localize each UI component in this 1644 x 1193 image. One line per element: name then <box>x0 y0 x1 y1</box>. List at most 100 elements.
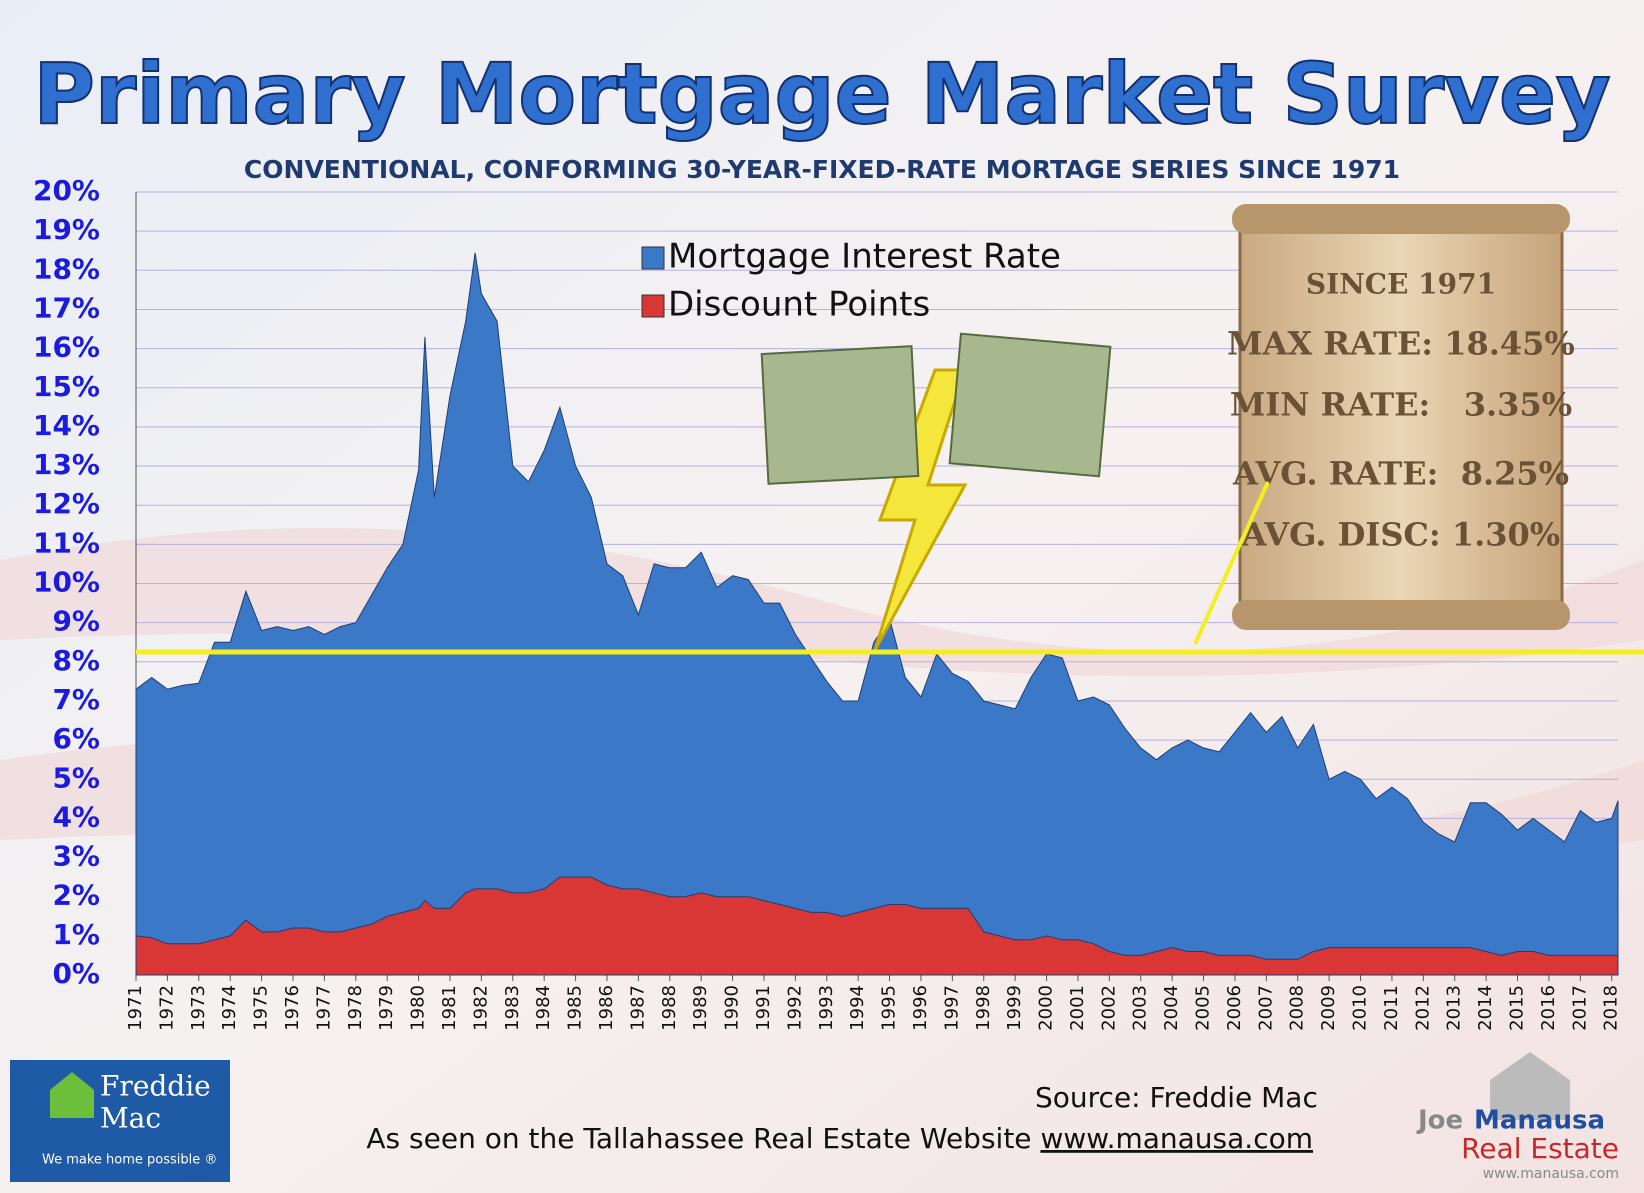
y-tick-label: 8% <box>52 644 100 677</box>
y-tick-label: 9% <box>52 605 100 638</box>
scroll-bottom <box>1232 600 1570 630</box>
legend-swatch <box>641 294 665 318</box>
credit-link[interactable]: www.manausa.com <box>1040 1122 1313 1155</box>
x-tick-label: 1979 <box>376 985 397 1031</box>
freddie-mac-logo <box>10 1060 230 1182</box>
x-tick-label: 2000 <box>1036 985 1057 1031</box>
x-tick-label: 1990 <box>722 985 743 1031</box>
x-tick-label: 1988 <box>659 985 680 1031</box>
x-tick-label: 1989 <box>690 985 711 1031</box>
chart-title: Primary Mortgage Market Survey <box>33 45 1610 143</box>
y-tick-label: 11% <box>33 526 100 559</box>
logo-url: www.manausa.com <box>1483 1166 1619 1182</box>
x-tick-label: 1997 <box>941 985 962 1031</box>
x-tick-label: 1985 <box>565 985 586 1031</box>
y-tick-label: 14% <box>33 409 100 442</box>
y-tick-label: 2% <box>52 879 100 912</box>
y-tick-label: 12% <box>33 487 100 520</box>
logo-text: Real Estate <box>1461 1132 1619 1165</box>
y-tick-label: 6% <box>52 722 100 755</box>
x-tick-label: 1991 <box>753 985 774 1031</box>
pointer-arrow <box>1193 481 1270 645</box>
x-tick-label: 2014 <box>1475 985 1496 1031</box>
house-icon <box>50 1072 94 1118</box>
x-tick-label: 1982 <box>470 985 491 1031</box>
x-tick-label: 1973 <box>188 985 209 1031</box>
x-tick-label: 1986 <box>596 985 617 1031</box>
x-tick-label: 1993 <box>816 985 837 1031</box>
x-tick-label: 2016 <box>1538 985 1559 1031</box>
x-tick-label: 1998 <box>973 985 994 1031</box>
credit: As seen on the Tallahassee Real Estate W… <box>366 1122 1313 1155</box>
x-tick-label: 2013 <box>1444 985 1465 1031</box>
x-tick-label: 2008 <box>1287 985 1308 1031</box>
annotation: AVG. DISC: 1.30% <box>1241 516 1560 554</box>
x-tick-label: 1977 <box>313 985 334 1031</box>
x-tick-label: 2011 <box>1381 985 1402 1031</box>
y-tick-label: 1% <box>52 918 100 951</box>
source: Source: Freddie Mac <box>1035 1081 1318 1114</box>
y-tick-label: 13% <box>33 448 100 481</box>
y-tick-label: 15% <box>33 370 100 403</box>
x-tick-label: 1974 <box>219 985 240 1031</box>
logo-text: Mac <box>100 1102 161 1135</box>
dollar-bill-icon <box>948 332 1112 478</box>
legend-swatch <box>641 246 665 270</box>
logo-text: Freddie <box>100 1070 211 1103</box>
y-tick-label: 18% <box>33 252 100 285</box>
x-tick-label: 1994 <box>847 985 868 1031</box>
logo-text: Manausa <box>1474 1106 1605 1136</box>
x-tick-label: 1999 <box>1004 985 1025 1031</box>
house-icon <box>1490 1052 1570 1120</box>
x-tick-label: 2006 <box>1224 985 1245 1031</box>
x-tick-label: 1984 <box>533 985 554 1031</box>
y-tick-label: 5% <box>52 761 100 794</box>
x-tick-label: 1978 <box>345 985 366 1031</box>
x-tick-label: 1995 <box>879 985 900 1031</box>
legend-label: Mortgage Interest Rate <box>668 237 1061 277</box>
scroll-top <box>1232 204 1570 234</box>
y-tick-label: 17% <box>33 291 100 324</box>
x-tick-label: 2003 <box>1130 985 1151 1031</box>
x-tick-label: 2012 <box>1412 985 1433 1031</box>
dollar-bill-icon <box>760 345 920 485</box>
x-tick-label: 2004 <box>1161 985 1182 1031</box>
x-tick-label: 1983 <box>502 985 523 1031</box>
y-tick-label: 19% <box>33 213 100 246</box>
y-tick-label: 20% <box>33 174 100 207</box>
annotation: SINCE 1971 <box>1306 268 1496 301</box>
x-tick-label: 2002 <box>1098 985 1119 1031</box>
x-tick-label: 1976 <box>282 985 303 1031</box>
annotation: MAX RATE: 18.45% <box>1227 325 1575 363</box>
x-tick-label: 2007 <box>1255 985 1276 1031</box>
plot-area: 0% 1% 2% 3% 4% 5% 6% 7% 8% 9% 10% 11% 12% 13% 14% 15% 16… <box>33 174 1622 1031</box>
y-tick-label: 0% <box>52 957 100 990</box>
credit-text: As seen on the Tallahassee Real Estate W… <box>366 1122 1031 1155</box>
x-tick-label: 2005 <box>1193 985 1214 1031</box>
y-tick-label: 4% <box>52 800 100 833</box>
x-tick-label: 2009 <box>1318 985 1339 1031</box>
chart-subtitle: CONVENTIONAL, CONFORMING 30-YEAR-FIXED-R… <box>244 155 1400 184</box>
x-tick-label: 1987 <box>627 985 648 1031</box>
logo-text: Joe <box>1416 1106 1463 1136</box>
y-tick-label: 10% <box>33 566 100 599</box>
x-tick-label: 1992 <box>784 985 805 1031</box>
x-tick-label: 2015 <box>1507 985 1528 1031</box>
area <box>135 876 1619 976</box>
y-tick-label: 16% <box>33 331 100 364</box>
x-tick-label: 1981 <box>439 985 460 1031</box>
logo-tagline: We make home possible ® <box>42 1153 217 1168</box>
legend-label: Discount Points <box>668 285 930 325</box>
x-tick-label: 2018 <box>1601 985 1622 1031</box>
x-tick-label: 2001 <box>1067 985 1088 1031</box>
x-tick-label: 1972 <box>156 985 177 1031</box>
y-tick-label: 7% <box>52 683 100 716</box>
annotation: AVG. RATE: 8.25% <box>1232 455 1569 493</box>
annotation: MIN RATE: 3.35% <box>1230 386 1572 424</box>
y-tick-label: 3% <box>52 840 100 873</box>
x-tick-label: 1975 <box>251 985 272 1031</box>
annotation-scroll: SINCE 1971 MAX RATE: 18.45% MIN RATE: 3.35… <box>1227 204 1575 630</box>
x-tick-label: 2010 <box>1350 985 1371 1031</box>
x-tick-label: 1971 <box>125 985 146 1031</box>
